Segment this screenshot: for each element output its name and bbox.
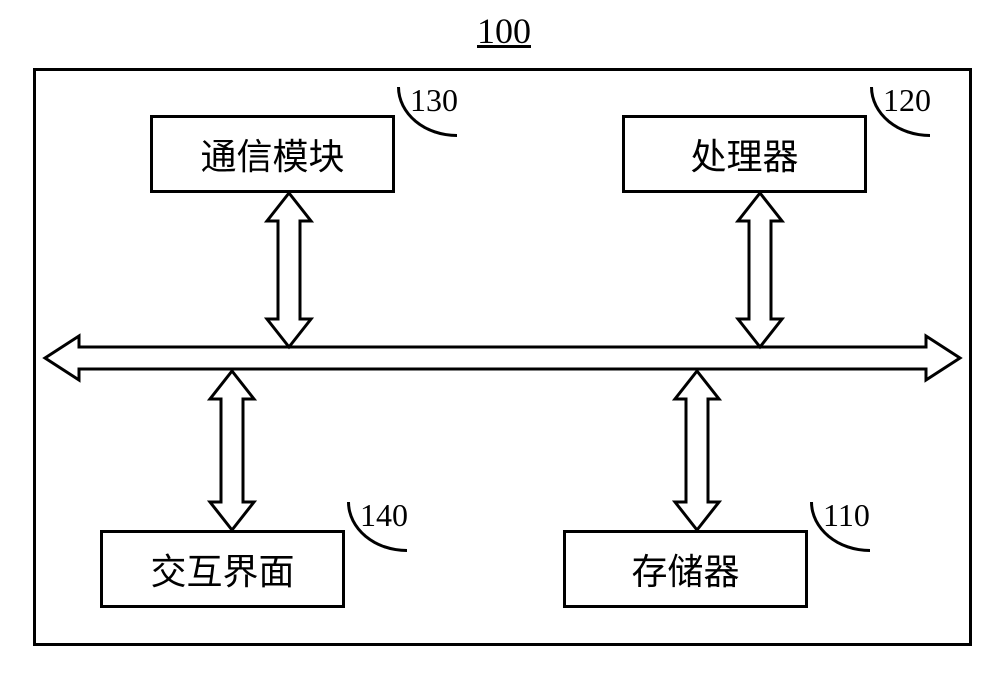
diagram-stage: 100 通信模块 130 处理器 120 交互界面 140 存储器 110 (0, 0, 1000, 686)
arrows-layer (0, 0, 1000, 686)
